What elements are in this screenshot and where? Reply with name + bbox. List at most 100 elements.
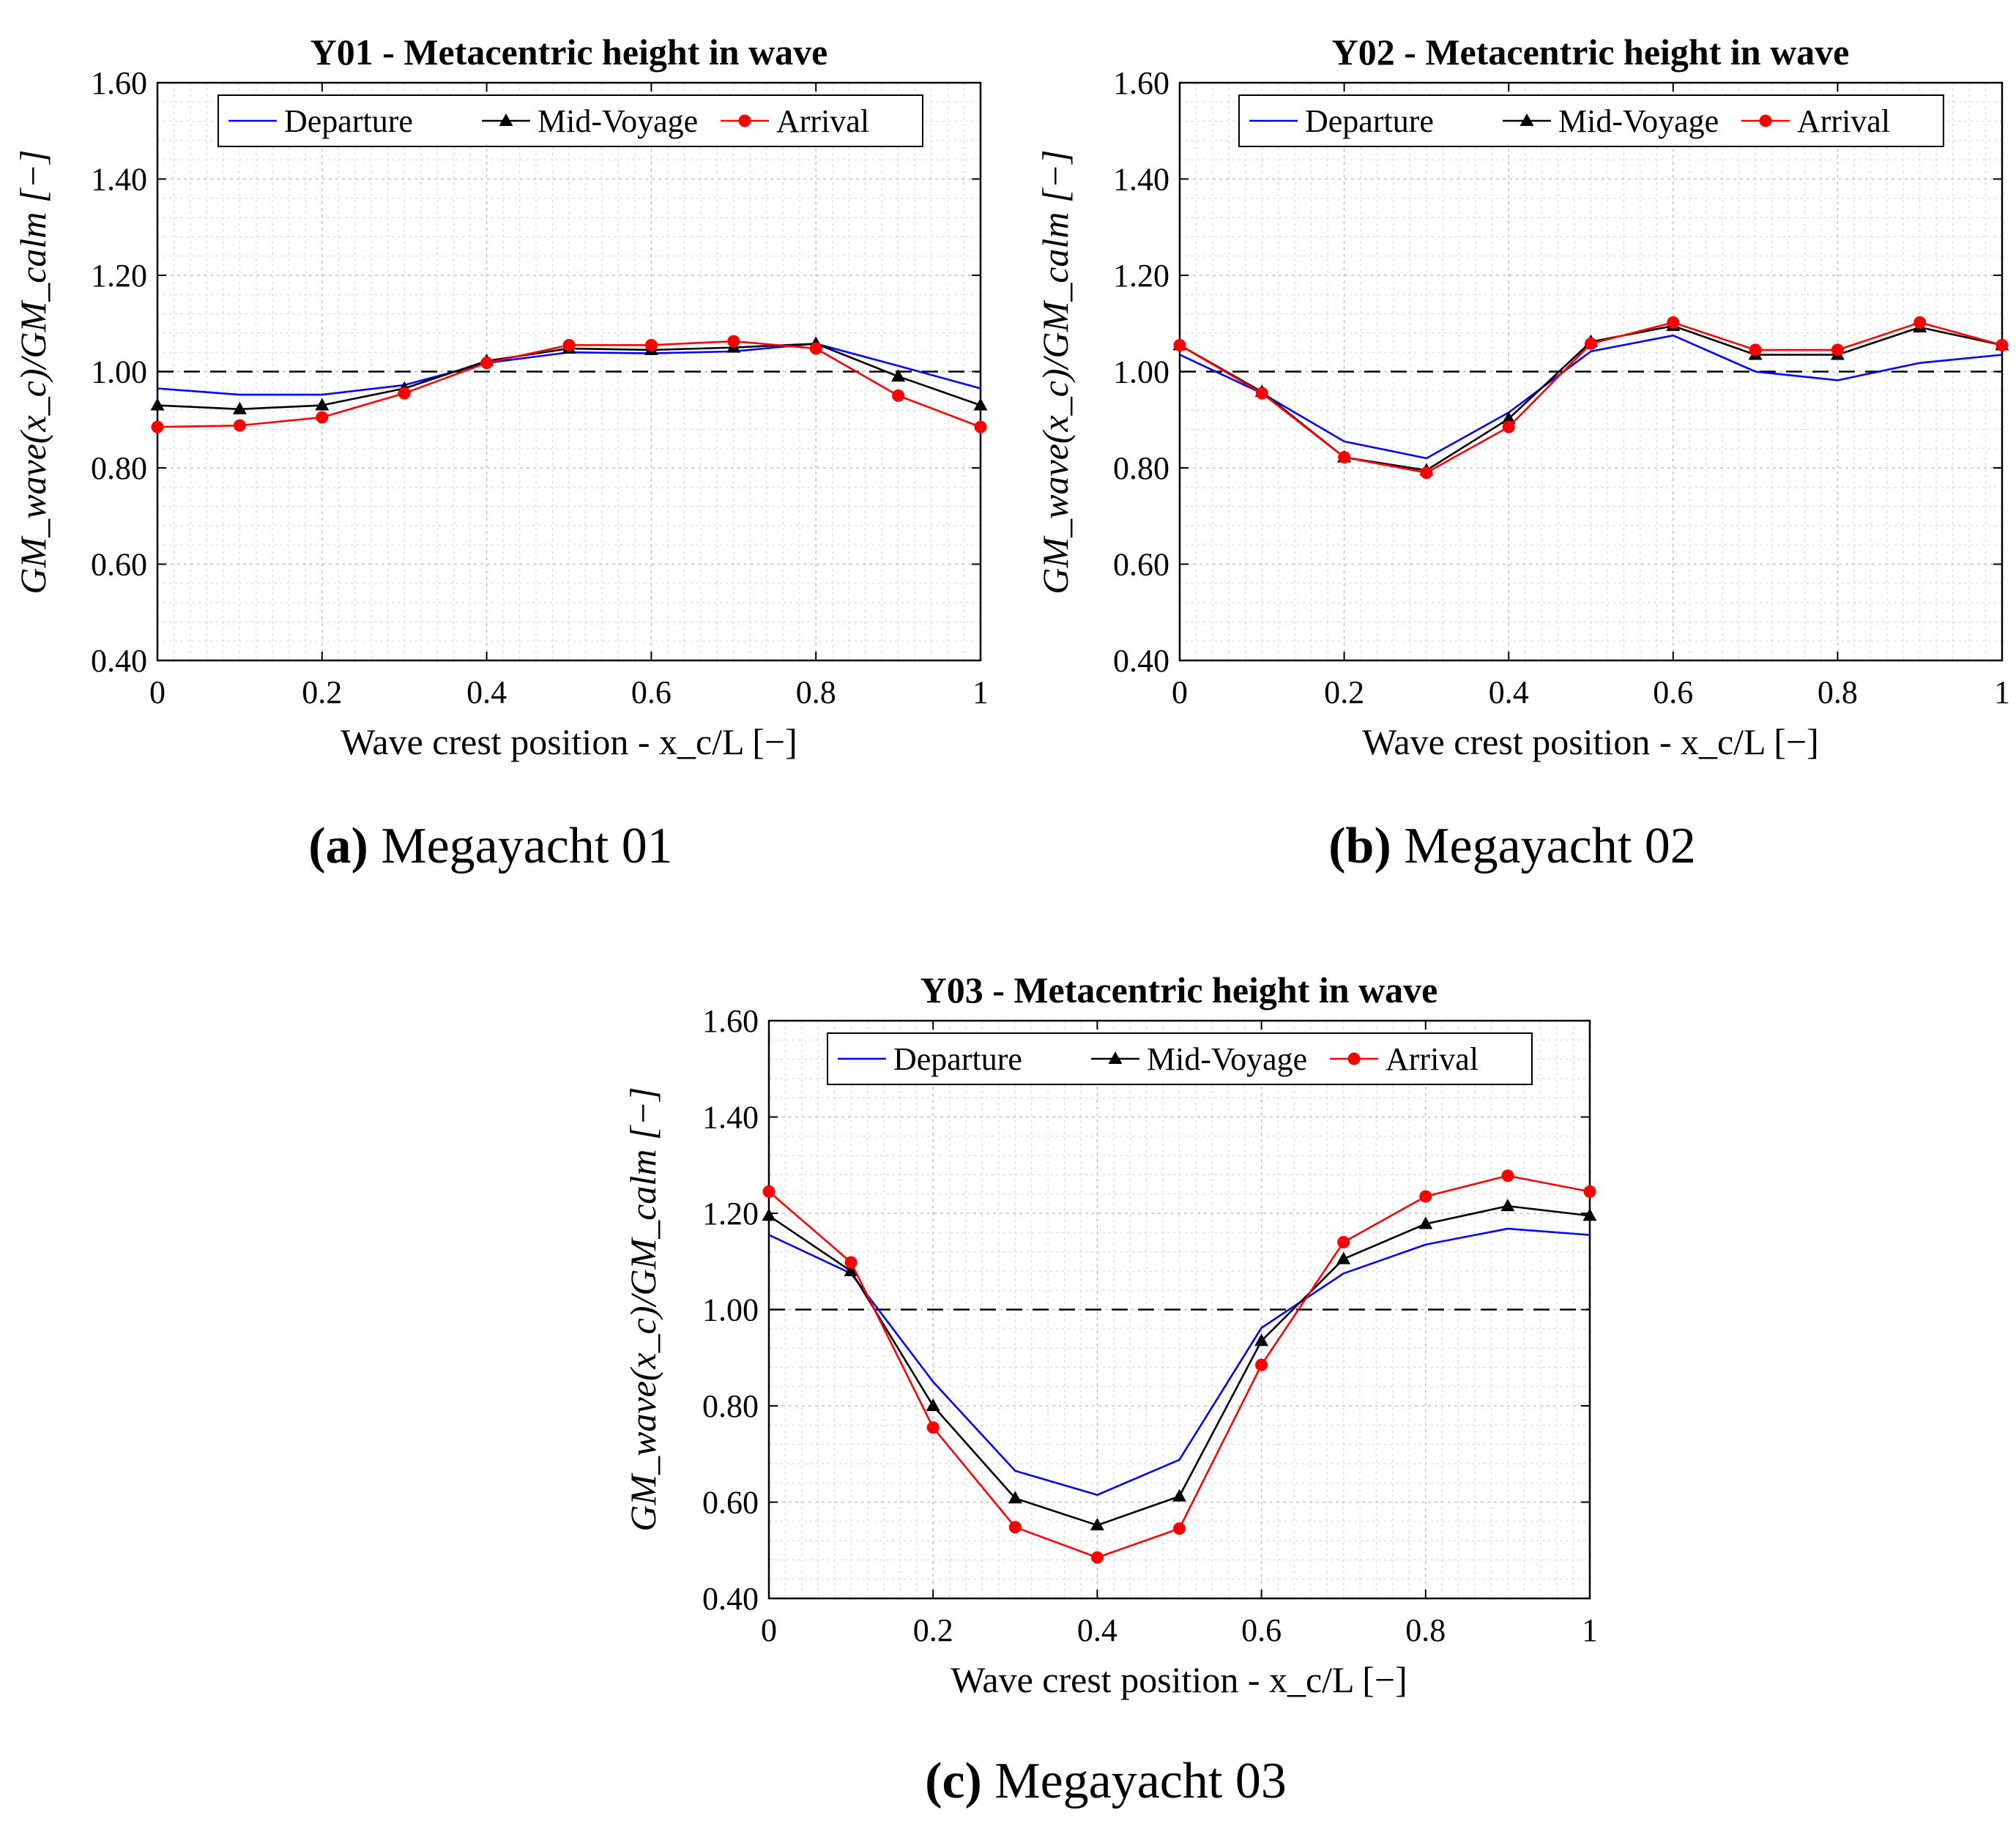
axis-ticks — [157, 82, 981, 661]
data-point — [762, 1185, 775, 1198]
caption: (b) Megayacht 02 — [1328, 818, 1696, 874]
x-tick-label: 0 — [1172, 674, 1188, 710]
series-line — [1179, 334, 2003, 460]
x-tick-label: 1 — [1582, 1612, 1598, 1648]
data-point — [1337, 1235, 1350, 1248]
data-point — [1254, 1333, 1269, 1347]
y-tick-label: 1.40 — [702, 1100, 759, 1136]
data-point — [315, 398, 330, 411]
data-point — [1255, 387, 1268, 400]
data-series — [150, 335, 988, 433]
legend-samples — [838, 1051, 1378, 1065]
data-point — [1255, 1358, 1268, 1371]
y-tick-label: 1.00 — [91, 354, 147, 390]
y-tick-label: 0.80 — [702, 1388, 759, 1424]
data-point — [892, 389, 905, 402]
legend-sample-marker — [1520, 113, 1534, 126]
x-tick-label: 0 — [149, 674, 165, 710]
x-axis-label: Wave crest position - x_c/L [−] — [951, 1659, 1407, 1700]
y-axis-tick-labels: 0.40 0.60 0.80 1.00 1.20 1.40 1.60 — [91, 65, 147, 679]
x-tick-label: 1 — [1994, 674, 2010, 710]
data-point — [727, 335, 740, 348]
data-point — [762, 1208, 776, 1221]
legend-label-arrival: Arrival — [1385, 1041, 1478, 1077]
data-point — [1913, 316, 1927, 329]
x-tick-label: 1 — [972, 674, 989, 710]
chart-title: Y02 - Metacentric height in wave — [1332, 31, 1850, 72]
data-point — [844, 1256, 858, 1269]
caption-text: Megayacht 03 — [982, 1753, 1287, 1809]
series-departure — [1179, 334, 2003, 460]
caption-letter: (a) — [308, 818, 368, 874]
chart-title: Y01 - Metacentric height in wave — [310, 31, 828, 72]
y-axis-label: GM_wave(x_c)/GM_calm [−] — [1035, 149, 1076, 594]
y-axis-tick-labels: 0.40 0.60 0.80 1.00 1.20 1.40 1.60 — [702, 1003, 759, 1617]
data-point — [151, 420, 164, 433]
y-tick-label: 1.40 — [91, 162, 147, 198]
legend-sample-marker — [738, 114, 751, 127]
y-tick-label: 0.60 — [702, 1485, 759, 1521]
data-point — [1667, 316, 1680, 329]
x-tick-label: 0.8 — [1818, 674, 1858, 710]
x-tick-label: 0.4 — [1077, 1612, 1117, 1648]
data-point — [1008, 1521, 1022, 1534]
y-tick-label: 0.40 — [702, 1581, 759, 1617]
legend-sample-marker — [1108, 1051, 1123, 1064]
series-arrival — [1173, 316, 2009, 480]
data-point — [1173, 338, 1186, 351]
y-tick-label: 1.00 — [1113, 354, 1169, 390]
legend-label-departure: Departure — [893, 1041, 1022, 1077]
y-tick-label: 1.00 — [702, 1292, 759, 1328]
legend: Departure Mid-Voyage Arrival — [1238, 94, 1944, 147]
legend-box — [217, 94, 923, 147]
y-tick-label: 0.80 — [1113, 450, 1169, 486]
data-point — [1583, 1185, 1596, 1198]
legend-box — [1238, 94, 1944, 147]
caption-text: Megayacht 01 — [368, 818, 673, 874]
y-tick-label: 1.60 — [702, 1003, 759, 1039]
legend: Departure Mid-Voyage Arrival — [827, 1032, 1533, 1085]
y-tick-label: 1.60 — [91, 65, 147, 101]
y-tick-label: 1.40 — [1113, 162, 1169, 198]
data-series — [1172, 316, 2009, 480]
data-point — [644, 338, 658, 351]
x-tick-label: 0.4 — [466, 674, 507, 710]
x-axis-tick-labels: 0 0.2 0.4 0.6 0.8 1 — [149, 674, 989, 710]
data-point — [1338, 451, 1351, 464]
y-tick-label: 1.20 — [702, 1196, 759, 1232]
data-point — [232, 401, 247, 414]
data-point — [844, 1263, 858, 1276]
caption: (a) Megayacht 01 — [308, 818, 673, 874]
y-axis-tick-labels: 0.40 0.60 0.80 1.00 1.20 1.40 1.60 — [1113, 65, 1169, 679]
x-tick-label: 0.8 — [796, 674, 836, 710]
data-point — [1420, 466, 1433, 480]
data-point — [1418, 1216, 1433, 1229]
chart-y01: Y01 - Metacentric height in wave 0.40 0.… — [12, 31, 989, 874]
legend-sample-marker — [1759, 114, 1772, 127]
y-axis-label: GM_wave(x_c)/GM_calm [−] — [622, 1087, 663, 1531]
data-point — [398, 387, 411, 400]
x-axis-label: Wave crest position - x_c/L [−] — [341, 721, 797, 762]
y-tick-label: 1.20 — [1113, 258, 1169, 294]
series-mid-voyage — [762, 1199, 1597, 1531]
legend-label-departure: Departure — [1305, 103, 1434, 139]
x-tick-label: 0.6 — [631, 674, 672, 710]
x-axis-label: Wave crest position - x_c/L [−] — [1362, 721, 1819, 762]
data-point — [480, 357, 494, 370]
series-arrival — [762, 1169, 1596, 1564]
legend: Departure Mid-Voyage Arrival — [217, 94, 923, 147]
x-tick-label: 0.2 — [1324, 674, 1364, 710]
data-point — [1501, 1169, 1514, 1183]
data-point — [1090, 1518, 1104, 1531]
data-point — [562, 338, 576, 351]
legend-label-arrival: Arrival — [1797, 103, 1890, 139]
y-tick-label: 0.80 — [91, 450, 147, 486]
series-departure — [768, 1227, 1591, 1496]
data-point — [1831, 343, 1844, 357]
series-arrival — [151, 335, 987, 433]
data-point — [1173, 1522, 1186, 1535]
data-point — [1749, 343, 1762, 357]
data-series — [762, 1169, 1597, 1564]
legend-box — [827, 1032, 1533, 1085]
data-point — [809, 342, 822, 355]
